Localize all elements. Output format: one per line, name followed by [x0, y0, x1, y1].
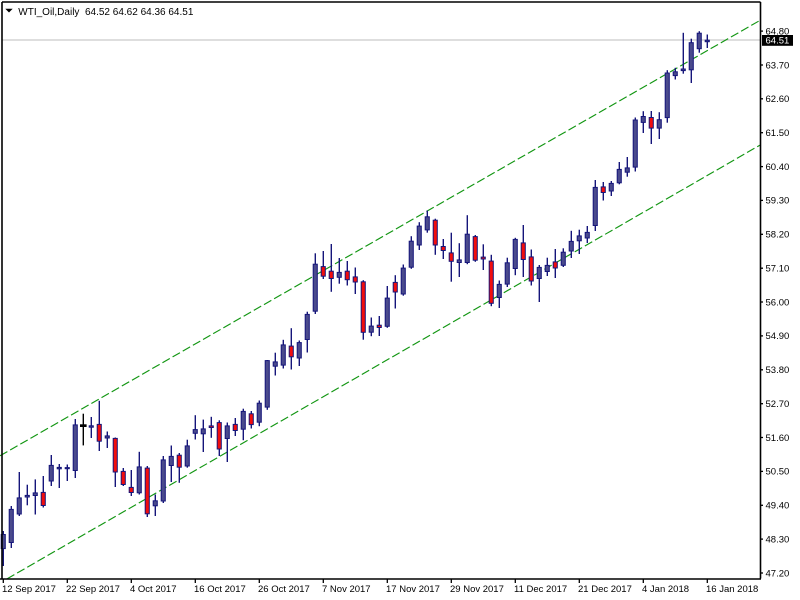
- svg-text:50.50: 50.50: [766, 467, 790, 478]
- svg-text:60.40: 60.40: [766, 162, 790, 173]
- svg-text:12 Sep 2017: 12 Sep 2017: [2, 584, 56, 595]
- svg-text:64.80: 64.80: [766, 26, 790, 37]
- svg-text:WTI_Oil,Daily 64.52 64.62 64.: WTI_Oil,Daily 64.52 64.62 64.36 64.51: [18, 7, 194, 18]
- svg-text:63.70: 63.70: [766, 60, 790, 71]
- svg-text:16 Oct 2017: 16 Oct 2017: [194, 584, 246, 595]
- svg-text:47.20: 47.20: [766, 568, 790, 579]
- svg-text:22 Sep 2017: 22 Sep 2017: [66, 584, 120, 595]
- svg-text:11 Dec 2017: 11 Dec 2017: [514, 584, 567, 595]
- svg-text:29 Nov 2017: 29 Nov 2017: [450, 584, 504, 595]
- svg-text:49.40: 49.40: [766, 501, 790, 512]
- svg-text:58.20: 58.20: [766, 230, 790, 241]
- svg-text:4 Jan 2018: 4 Jan 2018: [642, 584, 689, 595]
- svg-text:4 Oct 2017: 4 Oct 2017: [130, 584, 176, 595]
- svg-text:16 Jan 2018: 16 Jan 2018: [706, 584, 758, 595]
- svg-text:64.51: 64.51: [766, 36, 790, 47]
- svg-text:52.70: 52.70: [766, 399, 790, 410]
- svg-text:17 Nov 2017: 17 Nov 2017: [386, 584, 440, 595]
- svg-text:54.90: 54.90: [766, 331, 790, 342]
- svg-text:7 Nov 2017: 7 Nov 2017: [322, 584, 371, 595]
- svg-text:62.60: 62.60: [766, 94, 790, 105]
- svg-text:59.30: 59.30: [766, 196, 790, 207]
- svg-text:21 Dec 2017: 21 Dec 2017: [578, 584, 632, 595]
- svg-text:56.00: 56.00: [766, 297, 790, 308]
- svg-text:51.60: 51.60: [766, 433, 790, 444]
- svg-text:61.50: 61.50: [766, 128, 790, 139]
- svg-text:48.30: 48.30: [766, 534, 790, 545]
- svg-text:53.80: 53.80: [766, 365, 790, 376]
- svg-text:57.10: 57.10: [766, 264, 790, 275]
- svg-text:26 Oct 2017: 26 Oct 2017: [258, 584, 310, 595]
